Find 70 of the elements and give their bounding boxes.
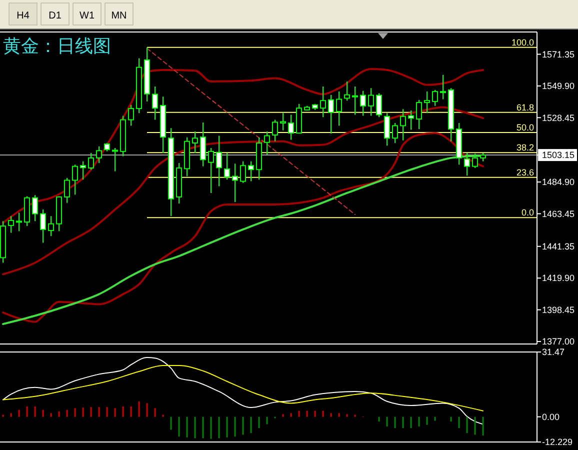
candlestick xyxy=(400,108,406,141)
annotation: 50.0 xyxy=(516,122,534,132)
candlestick xyxy=(96,146,102,164)
candlestick xyxy=(128,104,134,126)
candlestick xyxy=(272,119,278,142)
candlestick xyxy=(424,91,430,114)
candlestick xyxy=(336,91,342,126)
y-tick-label: 1571.35 xyxy=(542,49,575,60)
text: W1 xyxy=(80,10,95,22)
y-tick-label: 1398.45 xyxy=(542,304,575,315)
candlestick xyxy=(280,112,286,131)
text: D1 xyxy=(48,10,62,22)
candlestick xyxy=(440,74,446,100)
candlestick xyxy=(40,209,46,244)
candlestick xyxy=(352,86,358,116)
candlestick xyxy=(200,122,206,167)
y-tick-label: 31.47 xyxy=(542,347,565,358)
text: MN xyxy=(111,10,127,22)
candlestick xyxy=(368,88,374,116)
line-series xyxy=(2,357,484,425)
candlestick xyxy=(88,152,94,170)
candlestick xyxy=(376,92,382,118)
line-series xyxy=(2,68,484,224)
y-tick-label: 1503.15 xyxy=(542,150,575,160)
annotation: 23.6 xyxy=(516,167,534,178)
candlestick xyxy=(32,194,38,222)
candlestick xyxy=(216,135,222,187)
candlestick xyxy=(8,216,14,234)
y-tick-label: 1463.45 xyxy=(542,208,575,219)
y-tick-label: 1377.00 xyxy=(542,336,575,347)
candlestick xyxy=(224,152,230,180)
annotation: 61.8 xyxy=(516,102,534,112)
text: H4 xyxy=(16,10,30,22)
candlestick xyxy=(328,94,334,134)
candlestick xyxy=(208,148,214,194)
candlestick xyxy=(432,89,438,106)
candlestick xyxy=(344,81,350,102)
candlestick xyxy=(112,148,118,172)
y-tick-label: 1419.90 xyxy=(542,273,575,284)
annotation: 38.2 xyxy=(516,142,534,153)
candlestick xyxy=(64,177,70,204)
candlestick xyxy=(360,90,366,116)
chart-title: 黄金：日线图 xyxy=(3,36,111,57)
candlestick xyxy=(232,163,238,203)
candlestick xyxy=(264,130,270,156)
line-series xyxy=(2,365,484,412)
candlestick xyxy=(48,216,54,237)
annotation: 100.0 xyxy=(511,37,534,48)
candlestick xyxy=(16,212,22,232)
y-tick-label: 1484.90 xyxy=(542,177,575,188)
candlestick xyxy=(80,160,86,180)
candlestick xyxy=(240,160,246,184)
candlestick xyxy=(152,86,158,120)
candlestick xyxy=(408,110,414,130)
candlestick xyxy=(416,99,422,130)
candlestick xyxy=(392,122,398,144)
annotation: 0.0 xyxy=(521,208,534,218)
y-tick-label: 0.00 xyxy=(542,412,560,422)
candlestick xyxy=(384,112,390,146)
candlestick xyxy=(464,152,470,176)
candlestick xyxy=(320,86,326,118)
y-tick-label: 1549.90 xyxy=(542,81,575,92)
y-tick-label: 1528.45 xyxy=(542,112,575,123)
candlestick xyxy=(72,164,78,196)
y-tick-label: -12.229 xyxy=(542,437,573,448)
candlestick xyxy=(472,153,478,168)
candlestick xyxy=(192,130,198,154)
candlestick xyxy=(288,114,294,140)
candlestick xyxy=(248,160,254,182)
y-tick-label: 1441.35 xyxy=(542,242,575,252)
